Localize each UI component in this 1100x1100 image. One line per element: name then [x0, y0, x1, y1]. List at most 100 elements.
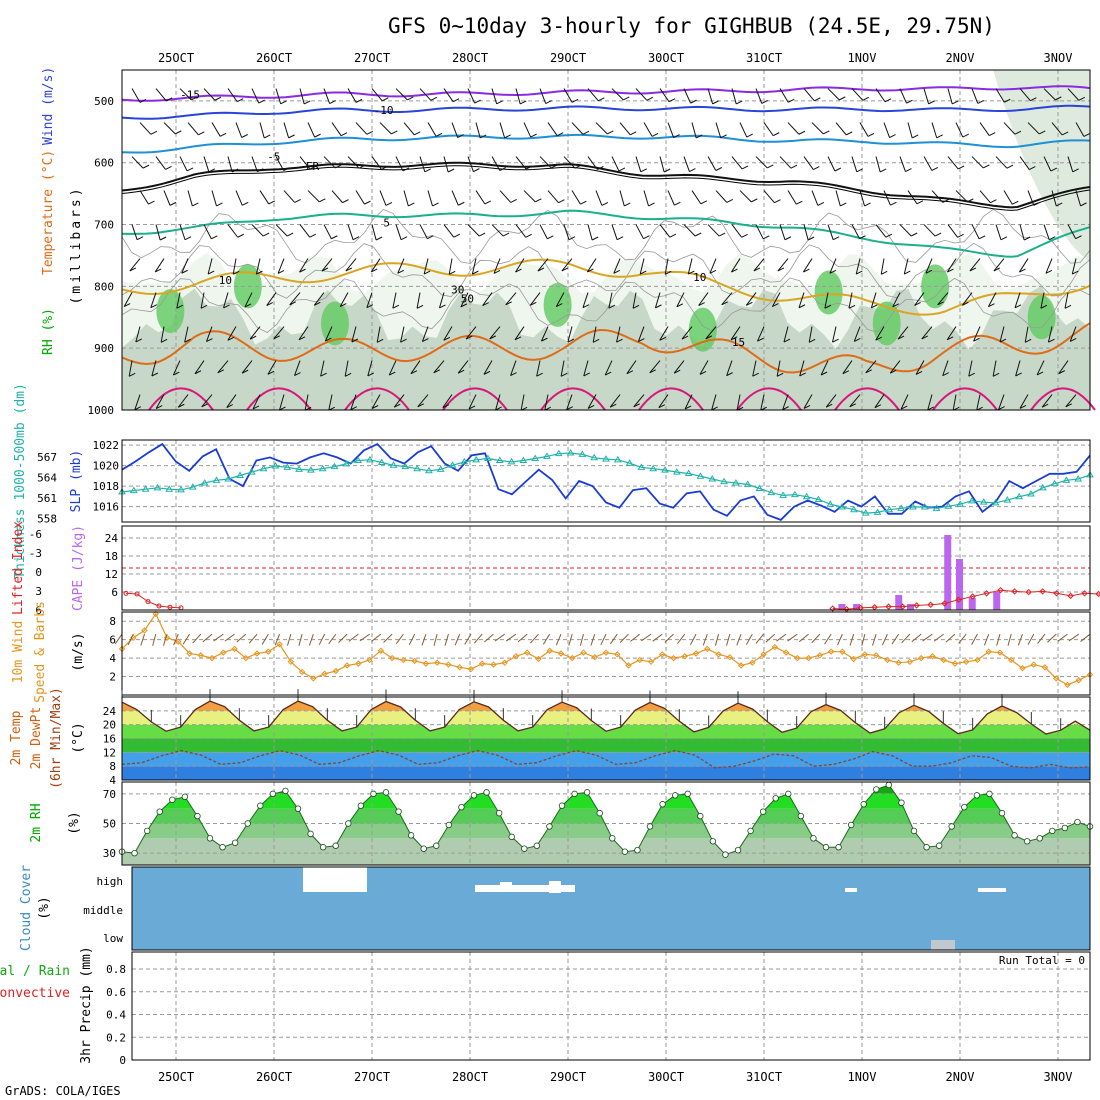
wind-barb-flag	[217, 369, 225, 374]
wind-barb-flag	[236, 98, 244, 103]
rh-marker	[1023, 838, 1031, 845]
wind-barb	[366, 292, 373, 308]
wind-barb-flag	[257, 168, 264, 173]
wind-ylabel-mid: Speed & Barbs	[33, 601, 48, 703]
precip-tick-label: 0.8	[106, 963, 126, 976]
temp-line	[121, 700, 1091, 735]
wind-tick-label: 8	[109, 615, 116, 628]
wind-barb	[275, 156, 285, 171]
wind-barb-flag	[820, 371, 828, 376]
wind-barb	[1027, 122, 1040, 135]
wind-barb	[782, 394, 789, 410]
wind-barb-flag	[299, 268, 306, 273]
li-marker	[941, 600, 948, 607]
wind-barb-flag	[530, 133, 537, 138]
wind-barb-flag	[148, 200, 155, 205]
thickness-marker	[755, 484, 764, 492]
temp-band	[122, 738, 1090, 753]
wind-barb	[848, 292, 853, 309]
wind-barb	[779, 156, 792, 169]
wind-barb	[998, 394, 1005, 410]
wind-barb-flag	[854, 338, 861, 342]
wind-barb-flag	[340, 303, 347, 307]
rh-marker	[307, 830, 314, 838]
wind-barb	[563, 156, 576, 169]
rh-marker	[533, 842, 541, 849]
wind-barb	[808, 326, 813, 343]
ylabel-cape: CAPE (J/kg)	[71, 525, 86, 611]
cape-li-panel: 24 18 12 6 -6 -3 0 3 6 Lifted Index CAPE (J/kg)	[11, 521, 1100, 617]
thickness-marker	[944, 502, 953, 509]
wind-barb	[731, 156, 743, 170]
rh-moist-patch	[1027, 295, 1056, 340]
ylabel-slp: SLP (mb)	[69, 450, 84, 513]
wind-barb	[131, 88, 141, 103]
wind-barb	[611, 224, 618, 240]
cape-bar	[968, 598, 976, 610]
thickness-marker	[330, 462, 339, 470]
temp-tick-label: 20	[103, 719, 116, 732]
wind-barb	[323, 88, 331, 104]
wind-barb-flag	[674, 201, 681, 206]
wind-barb	[995, 88, 1005, 103]
thickness-marker	[448, 461, 457, 468]
thickness-marker	[153, 483, 162, 491]
rh-marker	[785, 790, 792, 798]
wind-barb	[771, 292, 781, 307]
wind-barb	[298, 326, 309, 341]
thickness-marker	[885, 505, 894, 513]
wind-barb	[946, 258, 957, 273]
wind-speed-marker	[456, 664, 463, 671]
wind-barb-flag	[968, 372, 975, 377]
wind-speed-marker	[141, 627, 148, 634]
wind-speed-marker	[377, 647, 385, 654]
wind-barb-flag	[556, 132, 564, 137]
ylabel-lifted-index: Lifted Index	[11, 521, 26, 615]
wind-barb-flag	[515, 268, 522, 273]
wind-barb	[259, 122, 265, 139]
wind-barb	[163, 122, 176, 135]
wind-barb	[457, 360, 469, 374]
wind-barb	[289, 292, 301, 306]
wind-barb-10m	[202, 633, 213, 643]
wind-barb-flag	[489, 335, 497, 340]
wind-barb-10m	[213, 633, 224, 642]
wind-barb-flag	[165, 165, 172, 170]
wind-barb-flag	[280, 100, 287, 105]
wind-barb	[827, 88, 840, 101]
slp-thickness-panel: 1022 1020 1018 1016 567 564 561 558 Thickness 10…	[13, 383, 1094, 579]
wind-barb-flag	[207, 270, 215, 275]
isotherm-minus5	[121, 133, 1091, 154]
wind-barb-10m	[1080, 633, 1091, 642]
wind-speed-marker	[265, 648, 272, 655]
rh-moist-patch	[233, 264, 262, 309]
wind-barb	[995, 156, 1008, 169]
wind-barb-flag	[165, 97, 173, 102]
wind-barb	[711, 394, 717, 411]
wind-speed-marker	[861, 651, 869, 658]
wind-barb	[499, 190, 512, 203]
wind-barb	[707, 88, 714, 105]
wind-barb-flag	[952, 100, 959, 105]
contour-label: -10	[374, 104, 394, 117]
wind-barb-flag	[458, 201, 465, 206]
wind-barb	[255, 258, 261, 275]
wind-barb	[515, 258, 525, 273]
wind-barb	[811, 122, 824, 135]
wind-barb	[395, 88, 408, 101]
wind-barb	[1019, 156, 1030, 170]
wind-barb	[223, 292, 229, 309]
ylabel-2m-rh: 2m RH	[29, 803, 44, 842]
wind-barb-10m	[1017, 633, 1023, 646]
rh-marker	[357, 802, 365, 809]
wind-barb	[1047, 326, 1053, 343]
wind-barb-flag	[267, 370, 275, 375]
wind-barb	[811, 190, 819, 206]
wind-barb-flag	[1072, 270, 1079, 275]
wind-barb-10m	[1057, 633, 1068, 642]
wind-barb	[232, 258, 237, 275]
wind-barb	[802, 258, 813, 273]
wind-barb-10m	[359, 633, 370, 642]
wind-speed-line	[121, 612, 1091, 686]
